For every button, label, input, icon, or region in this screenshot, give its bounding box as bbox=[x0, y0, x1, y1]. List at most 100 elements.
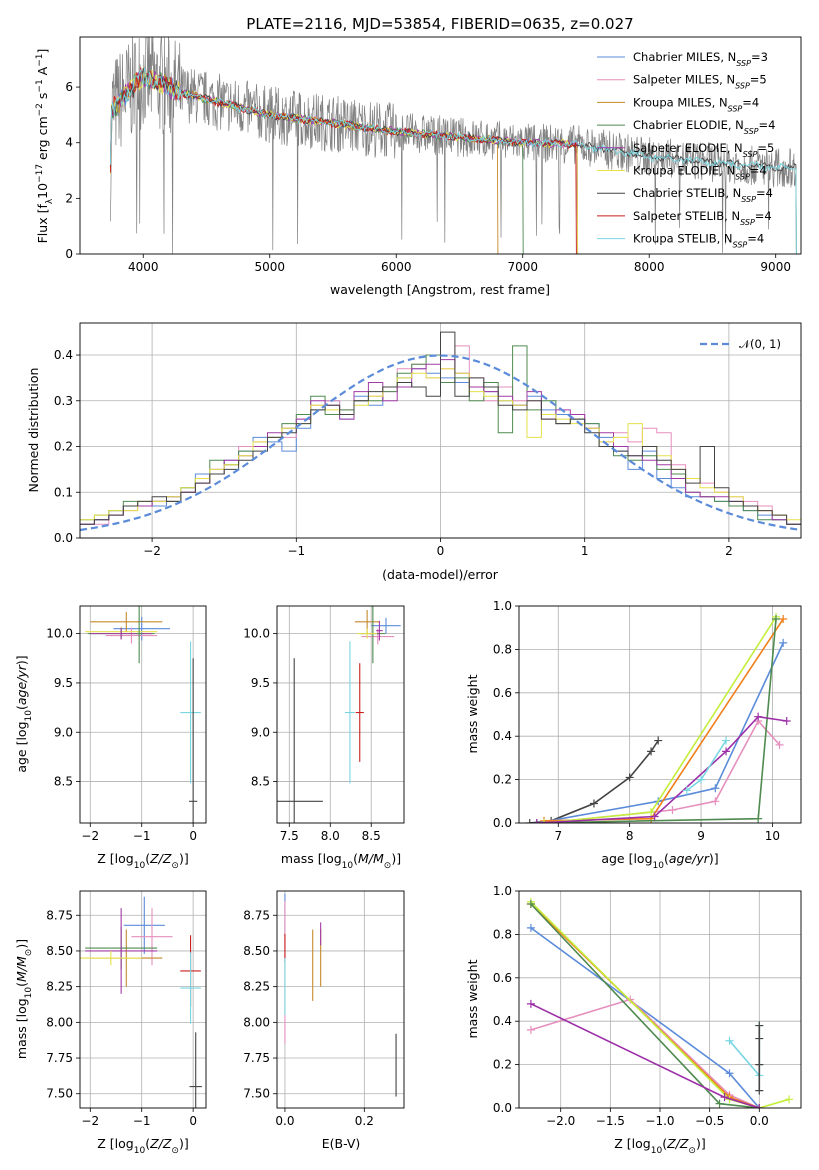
chart-0: 4000 5000 6000 7000 8000 9000 0 2 4 6 Chabrier MIL… bbox=[35, 36, 802, 297]
label-part: Z [log bbox=[614, 1136, 650, 1151]
y-tick-label: 9.5 bbox=[251, 676, 270, 690]
plus-marker bbox=[526, 999, 535, 1008]
y-axis-label: Flux [fλ10−17 erg cm−2 s−1 A−1] bbox=[35, 49, 55, 244]
y-tick-label: 0.0 bbox=[493, 1101, 512, 1115]
label-part: )] bbox=[179, 851, 189, 866]
legend-tail: =4 bbox=[742, 95, 759, 109]
legend-sub: SSP bbox=[735, 81, 750, 90]
label-part: )] bbox=[709, 851, 719, 866]
x-tick-label: 0.2 bbox=[355, 1114, 374, 1128]
plus-marker bbox=[650, 812, 659, 821]
y-tick-label: 0.4 bbox=[493, 1014, 512, 1028]
y-tick-label: 8.50 bbox=[243, 944, 270, 958]
axes-frame bbox=[79, 890, 207, 1109]
legend-label: Kroupa ELODIE, NSSP=4 bbox=[633, 164, 767, 182]
legend-tail: =3 bbox=[751, 50, 768, 64]
legend-label: Chabrier STELIB, NSSP=4 bbox=[633, 186, 773, 204]
label-part: )] bbox=[391, 851, 401, 866]
label-part: ⊙ bbox=[171, 1146, 179, 1156]
chart-3: 7.5 8.0 8.5 8.5 9.0 9.5 10.0 mass [log10(M/M⊙)] bbox=[243, 605, 405, 871]
x-tick-label: −2 bbox=[81, 1114, 99, 1128]
label-part: ( bbox=[14, 982, 29, 987]
x-axis-label: Z [log10(Z/Z⊙)] bbox=[614, 1136, 705, 1156]
label-part: 10 bbox=[24, 987, 34, 999]
normal-curve bbox=[80, 354, 801, 532]
y-tick-label: 4 bbox=[65, 136, 73, 150]
label-part: ( bbox=[353, 851, 358, 866]
y-tick-label: 0.6 bbox=[493, 971, 512, 985]
y-tick-label: 0.8 bbox=[493, 642, 512, 656]
weight-line bbox=[530, 998, 760, 1108]
label-part: 10 bbox=[24, 710, 34, 722]
x-tick-label: 7.5 bbox=[280, 829, 299, 843]
plus-marker bbox=[782, 717, 791, 726]
axes-frame bbox=[79, 605, 207, 824]
y-tick-label: 8.5 bbox=[54, 775, 73, 789]
label-part: 10 bbox=[651, 1146, 663, 1156]
y-tick-label: 0.0 bbox=[493, 816, 512, 830]
legend-label: Salpeter MILES, NSSP=5 bbox=[633, 73, 767, 91]
plus-marker bbox=[775, 740, 784, 749]
y-tick-label: 0.4 bbox=[493, 729, 512, 743]
x-tick-label: 0.0 bbox=[275, 1114, 294, 1128]
legend-sub: SSP bbox=[735, 172, 750, 181]
label-part: Z [log bbox=[97, 851, 133, 866]
label-part: ( bbox=[14, 705, 29, 710]
plus-marker bbox=[755, 1086, 764, 1095]
legend-text: Salpeter STELIB, N bbox=[633, 209, 740, 223]
x-tick-label: 2 bbox=[725, 544, 733, 558]
y-tick-label: 0.4 bbox=[54, 348, 73, 362]
legend-sub: SSP bbox=[736, 59, 751, 68]
x-tick-label: 6000 bbox=[381, 260, 412, 274]
plus-marker bbox=[755, 1060, 764, 1069]
plus-marker bbox=[526, 900, 535, 909]
label-part: )] bbox=[14, 939, 29, 949]
label-part: age [log bbox=[601, 851, 652, 866]
legend-sub: SSP bbox=[728, 104, 743, 113]
y-tick-label: 8.25 bbox=[243, 980, 270, 994]
y-tick-label: 1.0 bbox=[493, 599, 512, 613]
y-tick-label: 0.3 bbox=[54, 394, 73, 408]
legend-text: Kroupa ELODIE, N bbox=[633, 164, 735, 178]
legend-tail: =4 bbox=[756, 186, 773, 200]
label-part: ] bbox=[35, 49, 50, 54]
legend-tail: =5 bbox=[750, 73, 767, 87]
y-tick-label: 9.0 bbox=[251, 725, 270, 739]
legend-tail: =4 bbox=[759, 118, 776, 132]
y-tick-label: 8.00 bbox=[243, 1015, 270, 1029]
plus-marker bbox=[526, 1025, 535, 1034]
y-tick-label: 0.2 bbox=[493, 1058, 512, 1072]
legend-label: Salpeter ELODIE, NSSP=5 bbox=[633, 141, 774, 159]
plus-marker bbox=[647, 808, 656, 817]
plus-marker bbox=[785, 1095, 794, 1104]
x-axis-label: age [log10(age/yr)] bbox=[601, 851, 718, 871]
plus-marker bbox=[654, 736, 663, 745]
x-tick-label: 8 bbox=[626, 829, 634, 843]
axes-frame bbox=[518, 605, 802, 824]
legend-text: Chabrier ELODIE, N bbox=[633, 118, 744, 132]
plus-marker bbox=[711, 784, 720, 793]
label-part: −17 bbox=[35, 164, 45, 183]
y-tick-label: 8.25 bbox=[46, 980, 73, 994]
plus-marker bbox=[722, 736, 731, 745]
plus-marker bbox=[532, 819, 541, 823]
y-tick-label: 0.2 bbox=[54, 440, 73, 454]
label-part: −1 bbox=[35, 54, 45, 67]
x-tick-label: 7 bbox=[554, 829, 562, 843]
weight-line bbox=[530, 927, 760, 1108]
label-part: M/M bbox=[14, 956, 29, 982]
y-tick-label: 6 bbox=[65, 80, 73, 94]
x-tick-label: 0 bbox=[437, 544, 445, 558]
label-part: 10 bbox=[342, 861, 354, 871]
axes-frame bbox=[79, 36, 802, 255]
x-tick-label: −0.5 bbox=[695, 1114, 724, 1128]
label-part: Z [log bbox=[97, 1136, 133, 1151]
label-part: Flux [f bbox=[35, 204, 50, 244]
plot-area bbox=[80, 896, 202, 1108]
plus-marker bbox=[755, 1104, 764, 1108]
chart-6: 0.0 0.2 7.50 7.75 8.00 8.25 8.50 8.75 E(B-V) bbox=[243, 890, 405, 1151]
plot-area bbox=[85, 606, 201, 823]
y-tick-label: 7.75 bbox=[243, 1051, 270, 1065]
